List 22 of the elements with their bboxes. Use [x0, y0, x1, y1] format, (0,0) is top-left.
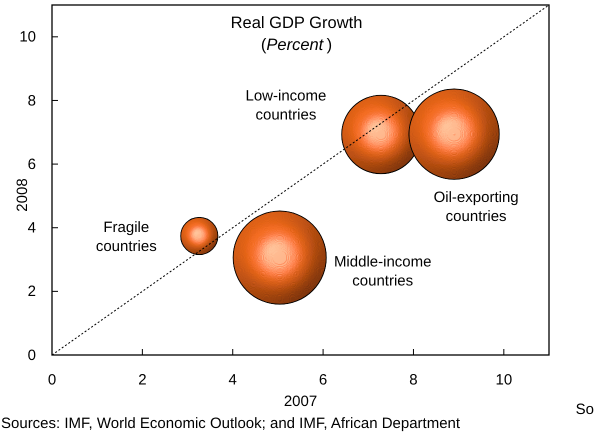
y-tick-label: 6 [28, 156, 36, 173]
series-label: Oil-exporting countries [434, 189, 519, 226]
y-tick-label: 2 [28, 283, 36, 300]
y-tick-label: 10 [19, 28, 36, 46]
x-tick-label: 8 [409, 372, 418, 389]
y-axis-title: 2008 [14, 178, 31, 212]
series-label: Low-income countries [245, 88, 326, 124]
x-tick-label: 0 [48, 372, 56, 389]
x-axis-title: 2007 [284, 393, 318, 410]
text: (Percent) [260, 36, 332, 54]
text: So [576, 401, 594, 418]
source-note: Sources: IMF, World Economic Outlook; and IMF, African Department [1, 415, 461, 432]
y-tick-label: 0 [28, 346, 36, 364]
x-tick-label: 2 [138, 372, 147, 389]
y-tick-label: 8 [28, 92, 36, 110]
text: Real GDP Growth [230, 14, 362, 32]
x-tick-label: 6 [318, 372, 328, 389]
x-tick-label: 10 [495, 372, 512, 389]
x-tick-label: 4 [228, 372, 237, 389]
y-tick-label: 4 [28, 220, 36, 237]
series-label: Fragile countries [96, 219, 157, 255]
series-label: Middle-income countries [334, 254, 432, 290]
